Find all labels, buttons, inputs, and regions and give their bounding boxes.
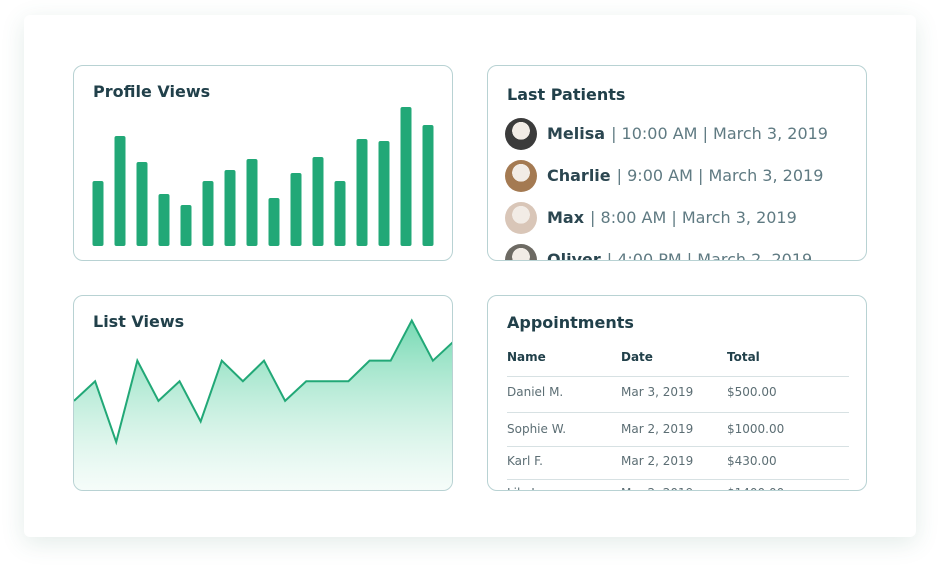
card-title: Appointments (507, 313, 634, 332)
bar (312, 157, 324, 246)
list-views-card: List Views (73, 295, 453, 491)
bar (378, 141, 390, 246)
row-divider (507, 412, 849, 413)
area-chart (74, 318, 452, 490)
card-title: List Views (93, 312, 185, 331)
card-title: Last Patients (507, 85, 626, 104)
table-cell: Sophie W. (507, 422, 567, 436)
profile-views-card: Profile Views (73, 65, 453, 261)
card-title: Profile Views (93, 82, 211, 101)
bar (400, 107, 412, 246)
patient-row: Oliver | 4:00 PM | March 2, 2019 (547, 249, 813, 261)
patient-row: Charlie | 9:00 AM | March 3, 2019 (547, 165, 823, 187)
table-cell: Karl F. (507, 454, 543, 468)
bar (422, 125, 434, 246)
table-cell: $430.00 (727, 454, 777, 468)
bar (202, 181, 214, 246)
bar-chart (92, 107, 434, 246)
avatar (505, 202, 537, 234)
bar (356, 139, 368, 246)
patient-details: | 10:00 AM | March 3, 2019 (611, 124, 828, 143)
bar (268, 198, 280, 246)
patient-name: Melisa (547, 124, 606, 143)
avatar (505, 244, 537, 260)
column-header: Total (727, 350, 760, 364)
table-cell: $1000.00 (727, 422, 785, 436)
table-cell: Mar 2, 2019 (621, 422, 694, 436)
line (74, 318, 452, 446)
patient-details: | 9:00 AM | March 3, 2019 (616, 166, 824, 185)
bar (224, 170, 236, 246)
avatar (505, 118, 537, 150)
column-header: Date (621, 350, 653, 364)
bar (136, 162, 148, 246)
table-cell: Mar 2, 2019 (621, 486, 693, 490)
column-header: Name (507, 350, 546, 364)
patient-name: Oliver (547, 250, 601, 261)
avatar (505, 160, 537, 192)
patient-details: | 4:00 PM | March 2, 2019 (606, 250, 813, 261)
bar (180, 205, 192, 246)
bar (290, 173, 302, 246)
table-cell: $500.00 (727, 385, 777, 399)
row-divider (507, 376, 849, 377)
table-cell: Daniel M. (507, 385, 564, 399)
last-patients-card: Last Patients Melisa | 10:00 AM | March 3… (487, 65, 867, 261)
appointments-card: Appointments Name Date Total Daniel M. Mar 3… (487, 295, 867, 491)
table-cell: Lily L. (507, 486, 542, 490)
bar (92, 181, 104, 246)
row-divider (507, 479, 849, 480)
table-cell: Mar 2, 2019 (621, 454, 694, 468)
row-divider (507, 446, 849, 447)
bar (246, 159, 258, 246)
patient-details: | 8:00 AM | March 3, 2019 (590, 208, 797, 227)
patient-name: Charlie (547, 166, 611, 185)
patient-row: Max | 8:00 AM | March 3, 2019 (547, 207, 797, 229)
table-cell: Mar 3, 2019 (621, 385, 694, 399)
patient-row: Melisa | 10:00 AM | March 3, 2019 (547, 123, 828, 145)
bar (334, 181, 346, 246)
bar (158, 194, 170, 246)
table-cell: $1400.00 (727, 486, 784, 490)
area (74, 320, 452, 490)
bar (114, 136, 126, 246)
patient-name: Max (547, 208, 585, 227)
